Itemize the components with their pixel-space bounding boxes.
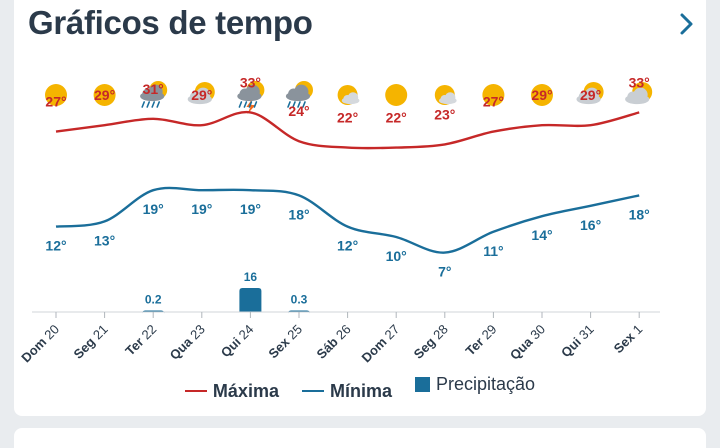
storm-rain-icon-5: [285, 81, 313, 108]
legend-label-min: Mínima: [329, 380, 392, 401]
max-temp-label: 22°: [337, 110, 358, 126]
sun-cloud-icon-6: [337, 85, 360, 105]
min-temp-label: 7°: [438, 264, 451, 280]
sun-icon-10: [531, 84, 553, 106]
min-temp-label: 12°: [337, 238, 358, 254]
min-temp-label: 12°: [45, 238, 66, 254]
partly-cloudy-icon-11: [576, 82, 604, 105]
precipitation-label: 0.3: [291, 293, 308, 307]
legend-label-max: Máxima: [212, 380, 279, 401]
min-temp-label: 16°: [580, 217, 601, 233]
precipitation-label: 16: [244, 270, 258, 284]
partly-cloudy-icon-12: [625, 82, 653, 105]
sun-icon-1: [93, 84, 116, 106]
storm-rain-icon-2: [140, 81, 168, 108]
legend-item-precip[interactable]: Precipitação: [415, 374, 535, 395]
sun-icon-0: [45, 84, 67, 106]
max-temp-label: 31°: [143, 81, 164, 97]
min-temperature-line: [55, 186, 640, 254]
max-temp-label: 33°: [629, 74, 650, 90]
page-title: Gráficos de tempo: [28, 4, 313, 41]
x-axis-tick-label: Qua 30: [507, 322, 548, 363]
legend-swatch-min: [301, 390, 324, 392]
max-temp-label: 27°: [483, 94, 504, 110]
precipitation-bar[interactable]: [239, 288, 262, 312]
weather-chart-card: Gráficos de tempo 27° 29° 31° 29° 33° 24° 22° 2…: [14, 0, 706, 416]
min-temp-label: 19°: [143, 201, 164, 217]
x-axis-tick-label: Dom 27: [359, 322, 403, 366]
legend-item-min[interactable]: Mínima: [301, 380, 392, 402]
min-temp-label: 19°: [191, 201, 212, 217]
min-temp-label: 11°: [483, 243, 503, 259]
max-temp-label: 23°: [434, 106, 455, 122]
min-temp-label: 10°: [386, 248, 407, 264]
x-axis-tick-label: Ter 22: [122, 322, 159, 359]
sun-cloud-icon-8: [434, 85, 457, 105]
min-temp-label: 18°: [288, 206, 309, 222]
x-axis-tick-label: Sex 25: [265, 322, 305, 362]
precipitation-label: 0.2: [145, 293, 162, 307]
max-temp-label: 24°: [288, 103, 309, 119]
max-temp-label: 29°: [191, 87, 212, 103]
legend-item-max[interactable]: Máxima: [184, 380, 279, 402]
max-temp-label: 33°: [240, 74, 261, 90]
x-axis-tick-label: Ter 29: [462, 322, 499, 359]
legend-label-precip: Precipitação: [436, 374, 536, 394]
max-temp-label: 22°: [386, 110, 407, 126]
x-axis-tick-label: Dom 20: [18, 322, 62, 366]
x-axis-tick-label: Sáb 26: [313, 322, 353, 362]
max-temp-label: 29°: [94, 87, 115, 103]
sun-icon-7: [385, 84, 408, 106]
x-axis-tick-label: Qui 24: [218, 322, 257, 361]
max-temp-label: 29°: [580, 87, 601, 103]
x-axis-tick-label: Seg 21: [70, 322, 110, 362]
max-temp-label: 27°: [45, 94, 66, 110]
x-axis-tick-label: Qui 31: [558, 322, 597, 361]
x-axis-tick-label: Qua 23: [167, 322, 208, 363]
chart-legend: Máxima Mínima Precipitação: [14, 374, 706, 402]
x-axis-tick-label: Sex 1: [611, 322, 646, 357]
thunderstorm-icon-4: [237, 81, 265, 114]
partly-cloudy-icon-3: [187, 82, 215, 105]
sun-icon-9: [482, 84, 505, 106]
max-temp-label: 29°: [531, 87, 552, 103]
legend-swatch-max: [184, 390, 207, 392]
x-axis-tick-label: Seg 28: [411, 322, 451, 362]
max-temperature-line: [55, 110, 640, 150]
min-temp-label: 13°: [94, 232, 115, 248]
min-temp-label: 14°: [531, 227, 552, 243]
weather-chart: 27° 29° 31° 29° 33° 24° 22° 22° 23° 27° 29° 29° 33° 1…: [18, 74, 660, 366]
min-temp-label: 18°: [629, 206, 650, 222]
chevron-right-icon[interactable]: [674, 12, 698, 36]
legend-swatch-precip: [415, 377, 431, 392]
next-card: [14, 428, 706, 448]
min-temp-label: 19°: [240, 201, 261, 217]
